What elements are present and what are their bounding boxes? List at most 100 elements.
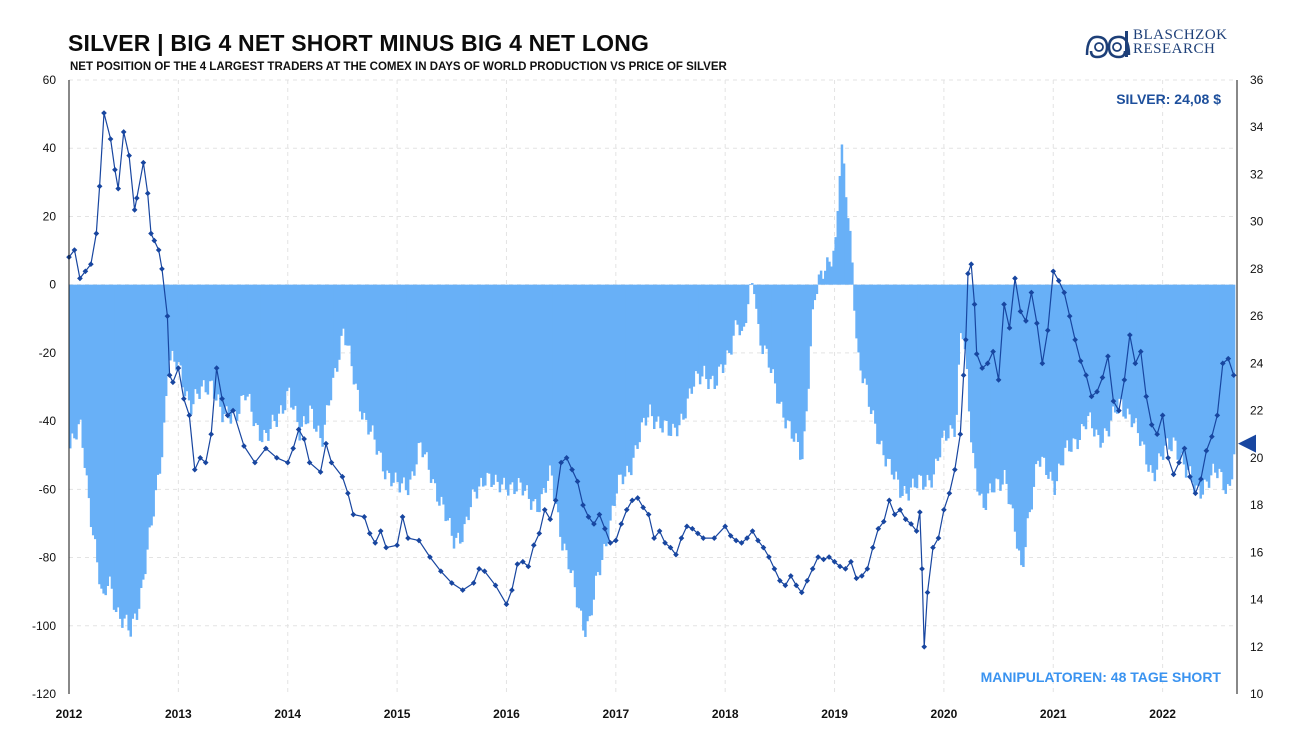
price-point [1203,447,1210,454]
price-point [634,495,641,501]
net-position-bar [1072,284,1075,439]
net-position-bar [857,284,860,353]
price-point [1121,377,1128,383]
net-position-bar [607,284,610,544]
right-tick-label: 16 [1250,545,1264,559]
net-position-bar [292,284,295,410]
net-position-bar [1164,284,1167,446]
net-position-bar [415,284,418,465]
net-position-bar [187,284,191,401]
net-position-bar [1038,284,1042,467]
net-position-bar [1153,284,1157,482]
blaschzok-logo: BLASCHZOK RESEARCH [1085,27,1245,61]
net-position-bar [333,284,337,369]
price-point [295,426,302,433]
price-point [131,207,138,213]
net-position-bar [646,284,650,418]
net-position-bar [828,261,831,285]
net-position-bar [675,284,679,437]
net-position-bar [484,284,487,486]
price-point [990,348,996,355]
net-position-bar [104,284,107,596]
right-tick-label: 30 [1250,215,1264,229]
price-point [995,377,1002,383]
net-position-bar [761,284,764,355]
price-point [1116,407,1122,414]
price-point [886,497,893,504]
net-position-bar [536,284,539,512]
net-position-bar [206,284,210,395]
price-point [820,556,827,563]
net-position-bar [1097,284,1100,436]
net-position-bar [367,284,370,435]
net-position-bar [1149,284,1152,466]
net-position-bar [878,284,881,445]
net-position-bar [473,284,477,492]
price-point [957,431,964,438]
net-position-bar [519,284,522,483]
chart-title: SILVER | BIG 4 NET SHORT MINUS BIG 4 NET… [68,30,650,56]
price-point [112,166,118,173]
net-position-bar [329,284,333,401]
net-position-bar [69,284,72,449]
price-point [96,183,103,190]
price-point [492,582,499,589]
net-position-bar [621,284,625,485]
net-position-bar [1184,284,1188,478]
net-position-bar [832,250,835,285]
net-position-bar [265,284,268,433]
net-position-bar [650,284,654,417]
net-position-bar [315,284,318,432]
net-position-bar [615,284,618,494]
net-position-bar [110,284,114,589]
net-position-bar [1228,284,1232,486]
net-position-bar [91,284,95,536]
net-position-bar [840,144,844,285]
net-position-bar [1047,284,1050,479]
right-tick-label: 24 [1250,356,1264,370]
net-position-bar [713,284,716,389]
net-position-bar [995,284,998,479]
price-point [629,497,636,504]
net-position-bar [219,284,222,407]
net-position-bar [425,284,429,453]
price-point [427,554,433,560]
net-position-bar [504,284,508,490]
net-position-bar [465,284,468,517]
price-point [166,372,173,379]
net-position-bar [590,284,593,616]
net-position-bar [486,284,489,473]
price-point [1132,360,1139,367]
price-point [175,365,182,371]
net-position-bar [513,284,516,495]
price-point [416,537,422,544]
net-position-bar [992,284,996,493]
net-position-bar [1063,284,1067,448]
price-point [317,469,324,475]
net-position-bar [1018,284,1021,551]
net-position-bar [121,284,124,628]
net-position-bar [711,284,714,376]
price-point [1154,431,1160,438]
net-position-bar [861,284,865,384]
net-position-bar [986,284,990,494]
net-position-bar [1095,284,1098,430]
net-position-bar [148,284,151,528]
price-point [917,509,923,515]
net-position-bar [690,284,694,394]
price-point [350,511,357,518]
price-point [558,459,564,466]
net-position-bar [1051,284,1054,481]
net-position-bar [237,284,241,414]
right-tick-label: 14 [1250,593,1264,607]
net-position-bar [1155,284,1159,470]
price-point [640,504,646,511]
logo-text: BLASCHZOK RESEARCH [1133,28,1228,57]
price-point [1219,360,1226,367]
net-position-bar [248,284,251,394]
right-tick-label: 28 [1250,262,1264,276]
net-position-bar [903,284,906,487]
price-point [88,261,94,268]
net-position-bar [627,284,631,473]
net-position-bar [335,284,339,372]
